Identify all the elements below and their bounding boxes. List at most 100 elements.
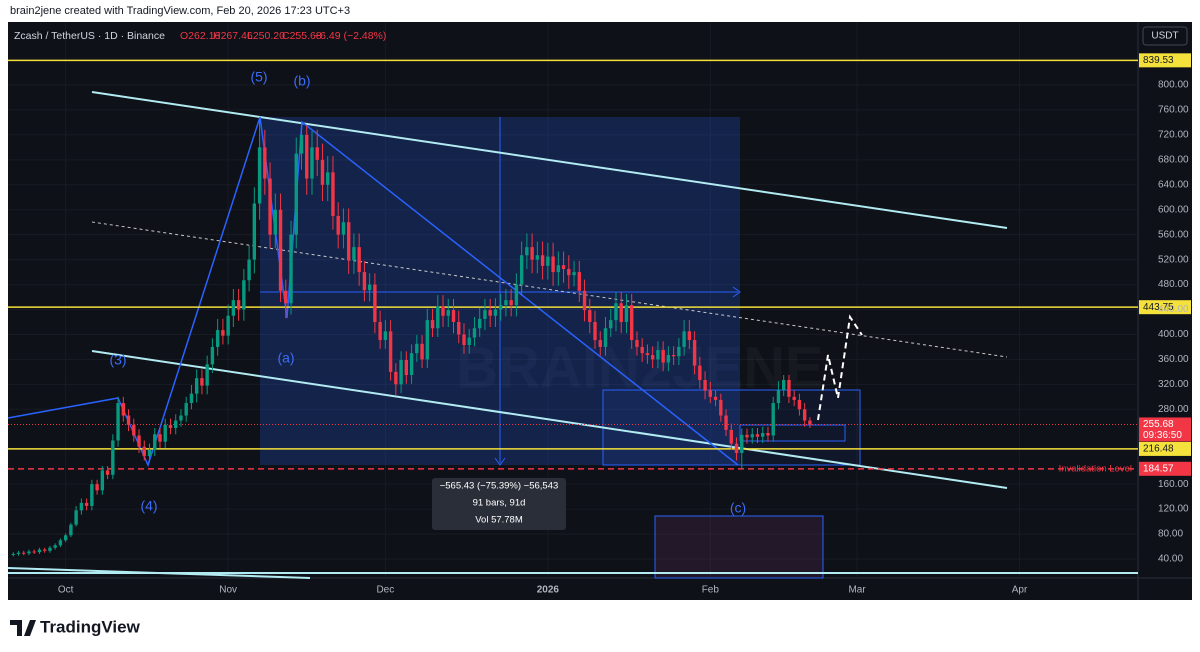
candle-body: [713, 396, 718, 400]
levels: [8, 59, 1138, 470]
candle-body: [273, 209, 278, 235]
y-tick-label: 760.00: [1158, 105, 1189, 116]
candle-body: [415, 343, 419, 354]
candle-body: [90, 484, 94, 506]
y-tick-label: 280.00: [1158, 404, 1189, 415]
candle-body: [58, 540, 63, 546]
candle-body: [383, 331, 388, 341]
level-price-box: [1139, 461, 1191, 476]
candle-body: [808, 420, 812, 425]
level-name: Invalidation Level: [1059, 463, 1132, 474]
y-tick-label: 800.00: [1158, 80, 1189, 91]
candle-body: [483, 310, 487, 319]
y-tick-label: 560.00: [1158, 229, 1189, 240]
candle-body: [776, 389, 781, 404]
candle-body: [530, 247, 534, 260]
candle-body: [451, 310, 456, 322]
currency: USDT: [1151, 31, 1178, 42]
candle-body: [802, 409, 807, 421]
candle-body: [194, 378, 199, 394]
range-box-small: [739, 424, 846, 442]
last-price-label: 255.68: [1143, 419, 1174, 430]
candle-body: [630, 305, 634, 341]
candle-body: [310, 147, 314, 179]
candle-body: [231, 300, 236, 316]
candle-body: [446, 310, 450, 316]
candle-body: [32, 551, 36, 553]
candle-body: [16, 552, 21, 554]
candle-body: [11, 553, 15, 555]
candle-body: [619, 303, 623, 322]
candle-body: [430, 320, 435, 329]
candle-body: [666, 355, 671, 363]
candle-body: [200, 378, 204, 386]
candle-body: [158, 434, 162, 442]
candle-body: [409, 353, 414, 375]
candle-body: [257, 147, 262, 204]
candle-body: [493, 309, 498, 316]
candle-body: [766, 432, 770, 436]
measure-text: Vol 57.78M: [475, 515, 523, 526]
candle-body: [184, 403, 188, 416]
candle-body: [582, 290, 587, 311]
candle-body: [367, 284, 372, 291]
candle-body: [567, 268, 571, 276]
candle-body: [420, 343, 424, 360]
level-price-label: 839.53: [1143, 55, 1174, 66]
candle-body: [551, 256, 555, 273]
candle-body: [294, 153, 298, 235]
candle-body: [362, 272, 367, 291]
candle-body: [556, 265, 561, 273]
candle-body: [593, 321, 597, 341]
y-tick-label: 440.00: [1158, 304, 1189, 315]
currency-box: [1142, 26, 1188, 46]
candle-body: [373, 284, 377, 322]
candle-body: [378, 321, 382, 341]
candle-body: [504, 300, 508, 306]
candle-body: [100, 470, 105, 491]
candle-body: [703, 379, 707, 391]
candle-body: [153, 434, 157, 450]
candle-body: [27, 551, 31, 554]
x-tick-label: 2026: [537, 585, 560, 596]
candle-body: [671, 355, 676, 357]
candle-body: [436, 306, 440, 329]
candle-body: [561, 265, 566, 269]
candle-body: [656, 350, 660, 360]
x-tick-label: Feb: [702, 585, 720, 596]
channel-lower: [91, 350, 1008, 489]
candle-body: [661, 350, 665, 363]
candle-body: [719, 399, 723, 416]
candle-body: [147, 449, 152, 457]
candle-body: [137, 435, 141, 447]
ohlc-value: O262.16: [180, 30, 220, 42]
candle-body: [299, 134, 304, 154]
candle-body: [645, 353, 650, 356]
candle-body: [467, 337, 471, 346]
y-tick-label: 320.00: [1158, 379, 1189, 390]
candle-body: [462, 334, 466, 346]
measure-arrowhead: [494, 457, 506, 466]
candle-body: [226, 315, 230, 336]
channel-upper: [91, 91, 1008, 229]
bottom-line-2: [7, 567, 311, 579]
candle-body: [525, 247, 529, 256]
ohlc-value: H267.46: [213, 30, 253, 42]
candle-body: [577, 272, 581, 291]
candle-body: [509, 300, 513, 306]
forecast-path: [817, 314, 863, 421]
candle-body: [247, 259, 251, 281]
candle-body: [37, 549, 42, 553]
candle-body: [22, 552, 26, 554]
candle-body: [242, 280, 246, 310]
x-tick-label: Nov: [219, 585, 237, 596]
candle-body: [210, 346, 215, 365]
candle-body: [745, 434, 749, 438]
candle-body: [252, 203, 257, 260]
candle-body: [787, 379, 791, 397]
candle-body: [399, 360, 403, 385]
candle-body: [236, 300, 241, 310]
candle-body: [478, 318, 482, 329]
candle-body: [498, 305, 503, 310]
y-tick-label: 520.00: [1158, 254, 1189, 265]
